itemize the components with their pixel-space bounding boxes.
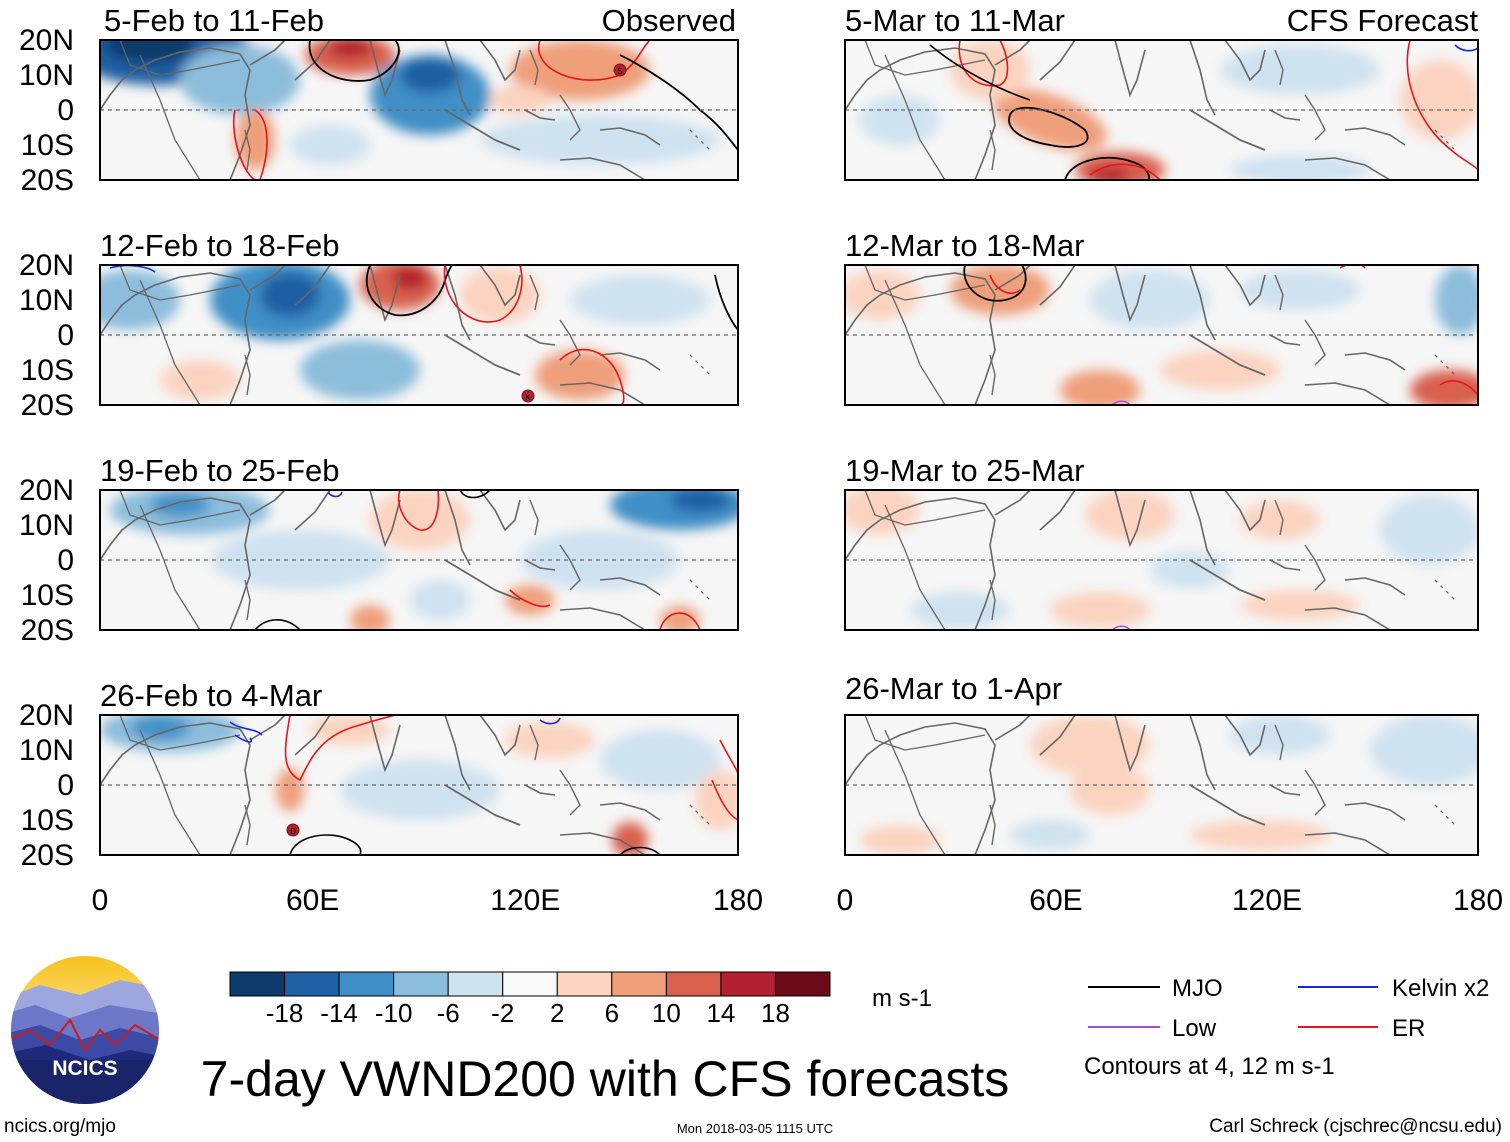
colorbar-swatch	[665, 971, 722, 997]
lat-tick-label: 20N	[19, 249, 74, 282]
legend-note: Contours at 4, 12 m s-1	[1084, 1053, 1335, 1080]
legend: MJO Kelvin x2 Low ER Contours at 4, 12 m…	[1084, 975, 1489, 1080]
colorbar-tick-label: -6	[437, 998, 460, 1028]
lon-tick-label: 180	[1453, 884, 1503, 917]
colorbar-swatch	[774, 971, 831, 997]
lon-tick-label: 120E	[490, 884, 560, 917]
lat-tick-label: 0	[57, 544, 74, 577]
storm-marker: K	[521, 389, 535, 403]
colorbar: -18 -14 -10 -6 -2 2 6 10 14 18	[229, 971, 831, 1028]
lat-tick-label: 10S	[21, 579, 74, 612]
lat-tick-label: 20S	[21, 614, 74, 647]
panel-period-label: 12-Feb to 18-Feb	[100, 228, 340, 263]
lat-tick-label: 0	[57, 94, 74, 127]
colorbar-swatch	[229, 971, 286, 997]
lat-tick-label: 0	[57, 319, 74, 352]
colorbar-tick-label: -18	[266, 998, 304, 1028]
colorbar-swatch	[338, 971, 395, 997]
colorbar-tick-label: -10	[375, 998, 413, 1028]
panel-observed-3: 19-Feb to 25-Feb	[99, 453, 739, 631]
lat-tick-label: 20N	[19, 24, 74, 57]
lat-tick-label: 10S	[21, 804, 74, 837]
colorbar-tick-label: 10	[652, 998, 681, 1028]
svg-text:D: D	[290, 827, 296, 836]
lon-tick-label: 60E	[286, 884, 339, 917]
storm-marker: D	[286, 823, 300, 837]
forecast-column-label: CFS Forecast	[1287, 3, 1479, 38]
legend-item-mjo: MJO	[1088, 975, 1223, 1002]
colorbar-tick-label: -2	[491, 998, 514, 1028]
colorbar-swatch	[393, 971, 449, 997]
svg-text:K: K	[525, 393, 531, 402]
panel-period-label: 5-Mar to 11-Mar	[845, 3, 1065, 38]
colorbar-swatch	[556, 971, 613, 997]
lon-tick-label: 120E	[1232, 884, 1302, 917]
panel-period-label: 26-Feb to 4-Mar	[100, 678, 322, 713]
panel-observed-4: D 26-Feb to 4-Mar	[99, 678, 739, 856]
panel-period-label: 5-Feb to 11-Feb	[104, 3, 324, 38]
panel-period-label: 26-Mar to 1-Apr	[845, 671, 1062, 706]
lat-tick-label: 20S	[21, 839, 74, 872]
lat-tick-label: 0	[57, 769, 74, 802]
legend-item-er: ER	[1298, 1015, 1425, 1042]
panel-period-label: 19-Feb to 25-Feb	[100, 453, 340, 488]
latitude-axis-labels: 20N10N010S20S20N10N010S20S20N10N010S20S2…	[19, 24, 74, 872]
panel-forecast-2: 12-Mar to 18-Mar	[844, 228, 1479, 406]
panel-observed-2: K 12-Feb to 18-Feb	[99, 228, 739, 406]
lat-tick-label: 20S	[21, 164, 74, 197]
colorbar-tick-label: -14	[320, 998, 358, 1028]
figure-title: 7-day VWND200 with CFS forecasts	[201, 1051, 1010, 1107]
observed-column-label: Observed	[602, 3, 736, 38]
colorbar-swatch	[284, 971, 340, 997]
footer-timestamp: Mon 2018-03-05 1115 UTC	[677, 1121, 833, 1136]
legend-item-kelvin: Kelvin x2	[1298, 975, 1489, 1002]
colorbar-tick-label: 6	[605, 998, 619, 1028]
lon-tick-label: 60E	[1029, 884, 1082, 917]
lon-tick-label: 0	[837, 884, 854, 917]
lon-tick-label: 180	[713, 884, 763, 917]
lat-tick-label: 20N	[19, 699, 74, 732]
lat-tick-label: 20N	[19, 474, 74, 507]
colorbar-swatch	[720, 971, 776, 997]
svg-text:MJO: MJO	[1172, 975, 1223, 1002]
logo-text: NCICS	[52, 1057, 117, 1080]
lat-tick-label: 10N	[19, 284, 74, 317]
footer-url: ncics.org/mjo	[4, 1116, 116, 1137]
longitude-axis-labels: 0 60E 120E 180 0 60E 120E 180	[92, 884, 1503, 917]
panel-forecast-3: 19-Mar to 25-Mar	[844, 453, 1479, 631]
colorbar-unit: m s-1	[872, 985, 932, 1012]
legend-item-low: Low	[1088, 1015, 1217, 1042]
lat-tick-label: 10S	[21, 129, 74, 162]
lat-tick-label: 10N	[19, 734, 74, 767]
storm-marker: S	[613, 63, 627, 77]
lon-tick-label: 0	[92, 884, 109, 917]
colorbar-swatch	[447, 971, 504, 997]
footer-author: Carl Schreck (cjschrec@ncsu.edu)	[1209, 1116, 1502, 1137]
panel-period-label: 12-Mar to 18-Mar	[845, 228, 1084, 263]
colorbar-swatch	[502, 971, 558, 997]
colorbar-tick-label: 14	[706, 998, 735, 1028]
panel-period-label: 19-Mar to 25-Mar	[845, 453, 1084, 488]
svg-text:Kelvin x2: Kelvin x2	[1392, 975, 1489, 1002]
lat-tick-label: 10N	[19, 59, 74, 92]
lat-tick-label: 10N	[19, 509, 74, 542]
lat-tick-label: 10S	[21, 354, 74, 387]
svg-text:ER: ER	[1392, 1015, 1425, 1042]
colorbar-tick-label: 18	[761, 998, 790, 1028]
svg-text:Low: Low	[1172, 1015, 1217, 1042]
svg-text:S: S	[617, 67, 622, 76]
ncics-logo: NCICS	[11, 956, 159, 1104]
panel-forecast-1: 5-Mar to 11-Mar CFS Forecast	[844, 3, 1479, 181]
panel-forecast-4: 26-Mar to 1-Apr	[844, 671, 1479, 856]
panel-observed-1: S 5-Feb to 11-Feb Observed	[99, 3, 739, 181]
colorbar-tick-label: 2	[550, 998, 564, 1028]
colorbar-swatch	[611, 971, 667, 997]
lat-tick-label: 20S	[21, 389, 74, 422]
